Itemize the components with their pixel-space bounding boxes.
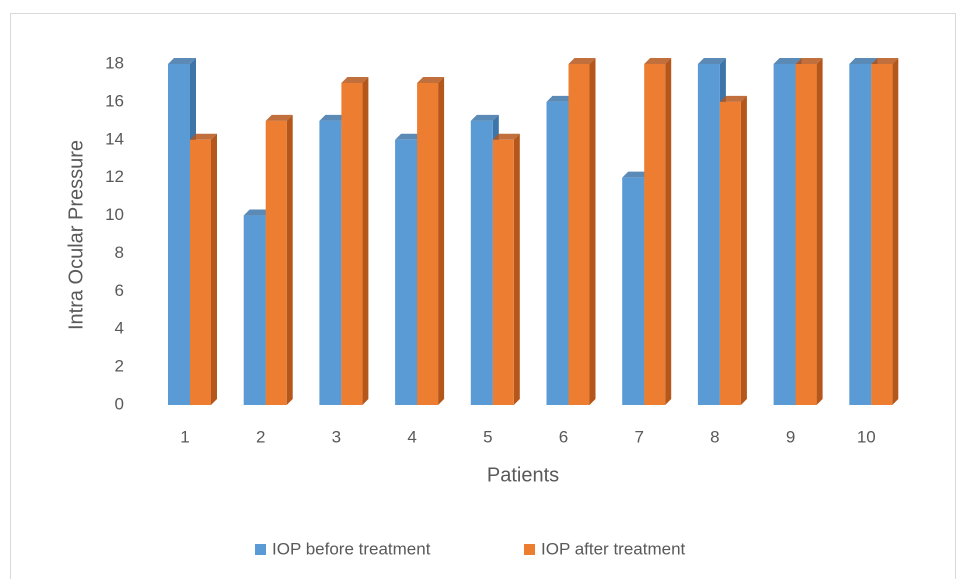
x-tick-label: 7 [634,427,643,446]
bar [243,215,266,405]
y-tick-label: 14 [105,129,124,148]
bar [622,177,645,405]
bar [470,120,493,405]
bar-side [665,58,672,405]
bar-top [395,133,424,140]
legend-label: IOP before treatment [272,539,431,558]
bar-top [243,209,272,216]
legend-swatch [255,544,266,555]
bar [492,139,514,405]
bar-side [513,133,520,405]
bar [568,64,590,405]
bar-top [697,58,726,64]
y-tick-label: 6 [115,281,124,300]
bar [168,64,190,405]
bar [546,101,569,405]
y-tick-label: 8 [115,243,124,262]
bar-top [568,58,596,64]
x-tick-label: 3 [332,427,341,446]
bar [697,64,720,405]
bar [871,64,893,405]
bar-top [622,171,651,178]
bar-top [795,58,823,64]
bar-top [341,76,369,83]
x-tick-label: 6 [559,427,568,446]
bar-top [773,58,802,64]
bar [319,120,342,405]
bar-side [740,95,747,405]
legend-swatch [524,544,535,555]
y-tick-label: 16 [105,91,124,110]
bar [265,120,287,405]
bar-top [644,58,672,64]
bar-top [849,58,878,64]
bar-side [211,133,217,405]
bar [773,64,796,405]
bar-side [589,58,596,405]
y-tick-label: 18 [105,53,124,72]
x-axis-title: Patients [487,464,559,486]
bar-top [417,76,445,83]
bar-top [719,95,747,102]
legend-label: IOP after treatment [541,539,686,558]
bar-side [362,76,369,405]
bar [341,82,363,405]
bar-top [265,114,293,121]
bar [719,101,741,405]
bar-side [438,76,445,405]
y-tick-label: 2 [115,357,124,376]
y-tick-label: 4 [115,319,124,338]
x-tick-label: 5 [483,427,492,446]
x-tick-label: 9 [786,427,795,446]
x-tick-label: 4 [407,427,416,446]
y-tick-label: 12 [105,167,124,186]
bar-top [470,114,499,121]
y-axis-title: Intra Ocular Pressure [65,140,87,330]
bar-top [190,133,217,140]
y-tick-label: 10 [105,205,124,224]
bar [417,82,439,405]
bar [395,139,418,405]
x-tick-label: 10 [857,427,876,446]
bar [644,64,666,405]
x-tick-label: 2 [256,427,265,446]
bar [849,64,872,405]
bar [190,139,211,405]
y-tick-label: 0 [115,394,124,413]
bar-top [168,58,196,64]
bar [795,64,817,405]
bar-top [546,95,575,102]
bar-top [319,114,348,121]
bar-side [816,58,823,405]
bar-top [492,133,520,140]
bar-side [286,114,293,405]
x-tick-label: 8 [710,427,719,446]
bar-top [871,58,899,64]
bar-side [892,58,899,405]
x-tick-label: 1 [180,427,189,446]
